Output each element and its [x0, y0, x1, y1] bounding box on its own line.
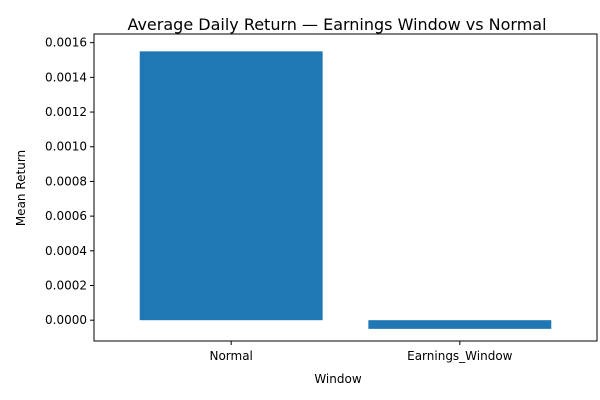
bars-group: [139, 51, 552, 329]
x-axis-label: Window: [314, 372, 362, 386]
x-tick-label: Earnings_Window: [407, 349, 513, 363]
y-tick-label: 0.0000: [45, 313, 87, 327]
y-tick-label: 0.0016: [45, 36, 87, 50]
chart-title: Average Daily Return — Earnings Window v…: [127, 15, 546, 34]
y-tick-label: 0.0014: [45, 70, 87, 84]
y-axis-label: Mean Return: [14, 150, 28, 226]
y-tick-label: 0.0004: [45, 244, 87, 258]
y-tick-label: 0.0002: [45, 278, 87, 292]
bar-normal: [139, 51, 323, 321]
plot-area: 0.0000 0.0002 0.0004 0.0006 0.0008 0.0010 0.00…: [45, 33, 598, 363]
x-tick-label: Normal: [209, 349, 252, 363]
y-tick-label: 0.0008: [45, 174, 87, 188]
plot-frame: [93, 33, 598, 342]
y-axis-ticks: 0.0000 0.0002 0.0004 0.0006 0.0008 0.0010 0.00…: [45, 36, 94, 327]
y-tick-label: 0.0012: [45, 105, 87, 119]
y-tick-label: 0.0010: [45, 140, 87, 154]
x-axis-ticks: Normal Earnings_Window: [209, 341, 513, 363]
y-tick-label: 0.0006: [45, 209, 87, 223]
bar-earnings-window: [368, 320, 552, 329]
